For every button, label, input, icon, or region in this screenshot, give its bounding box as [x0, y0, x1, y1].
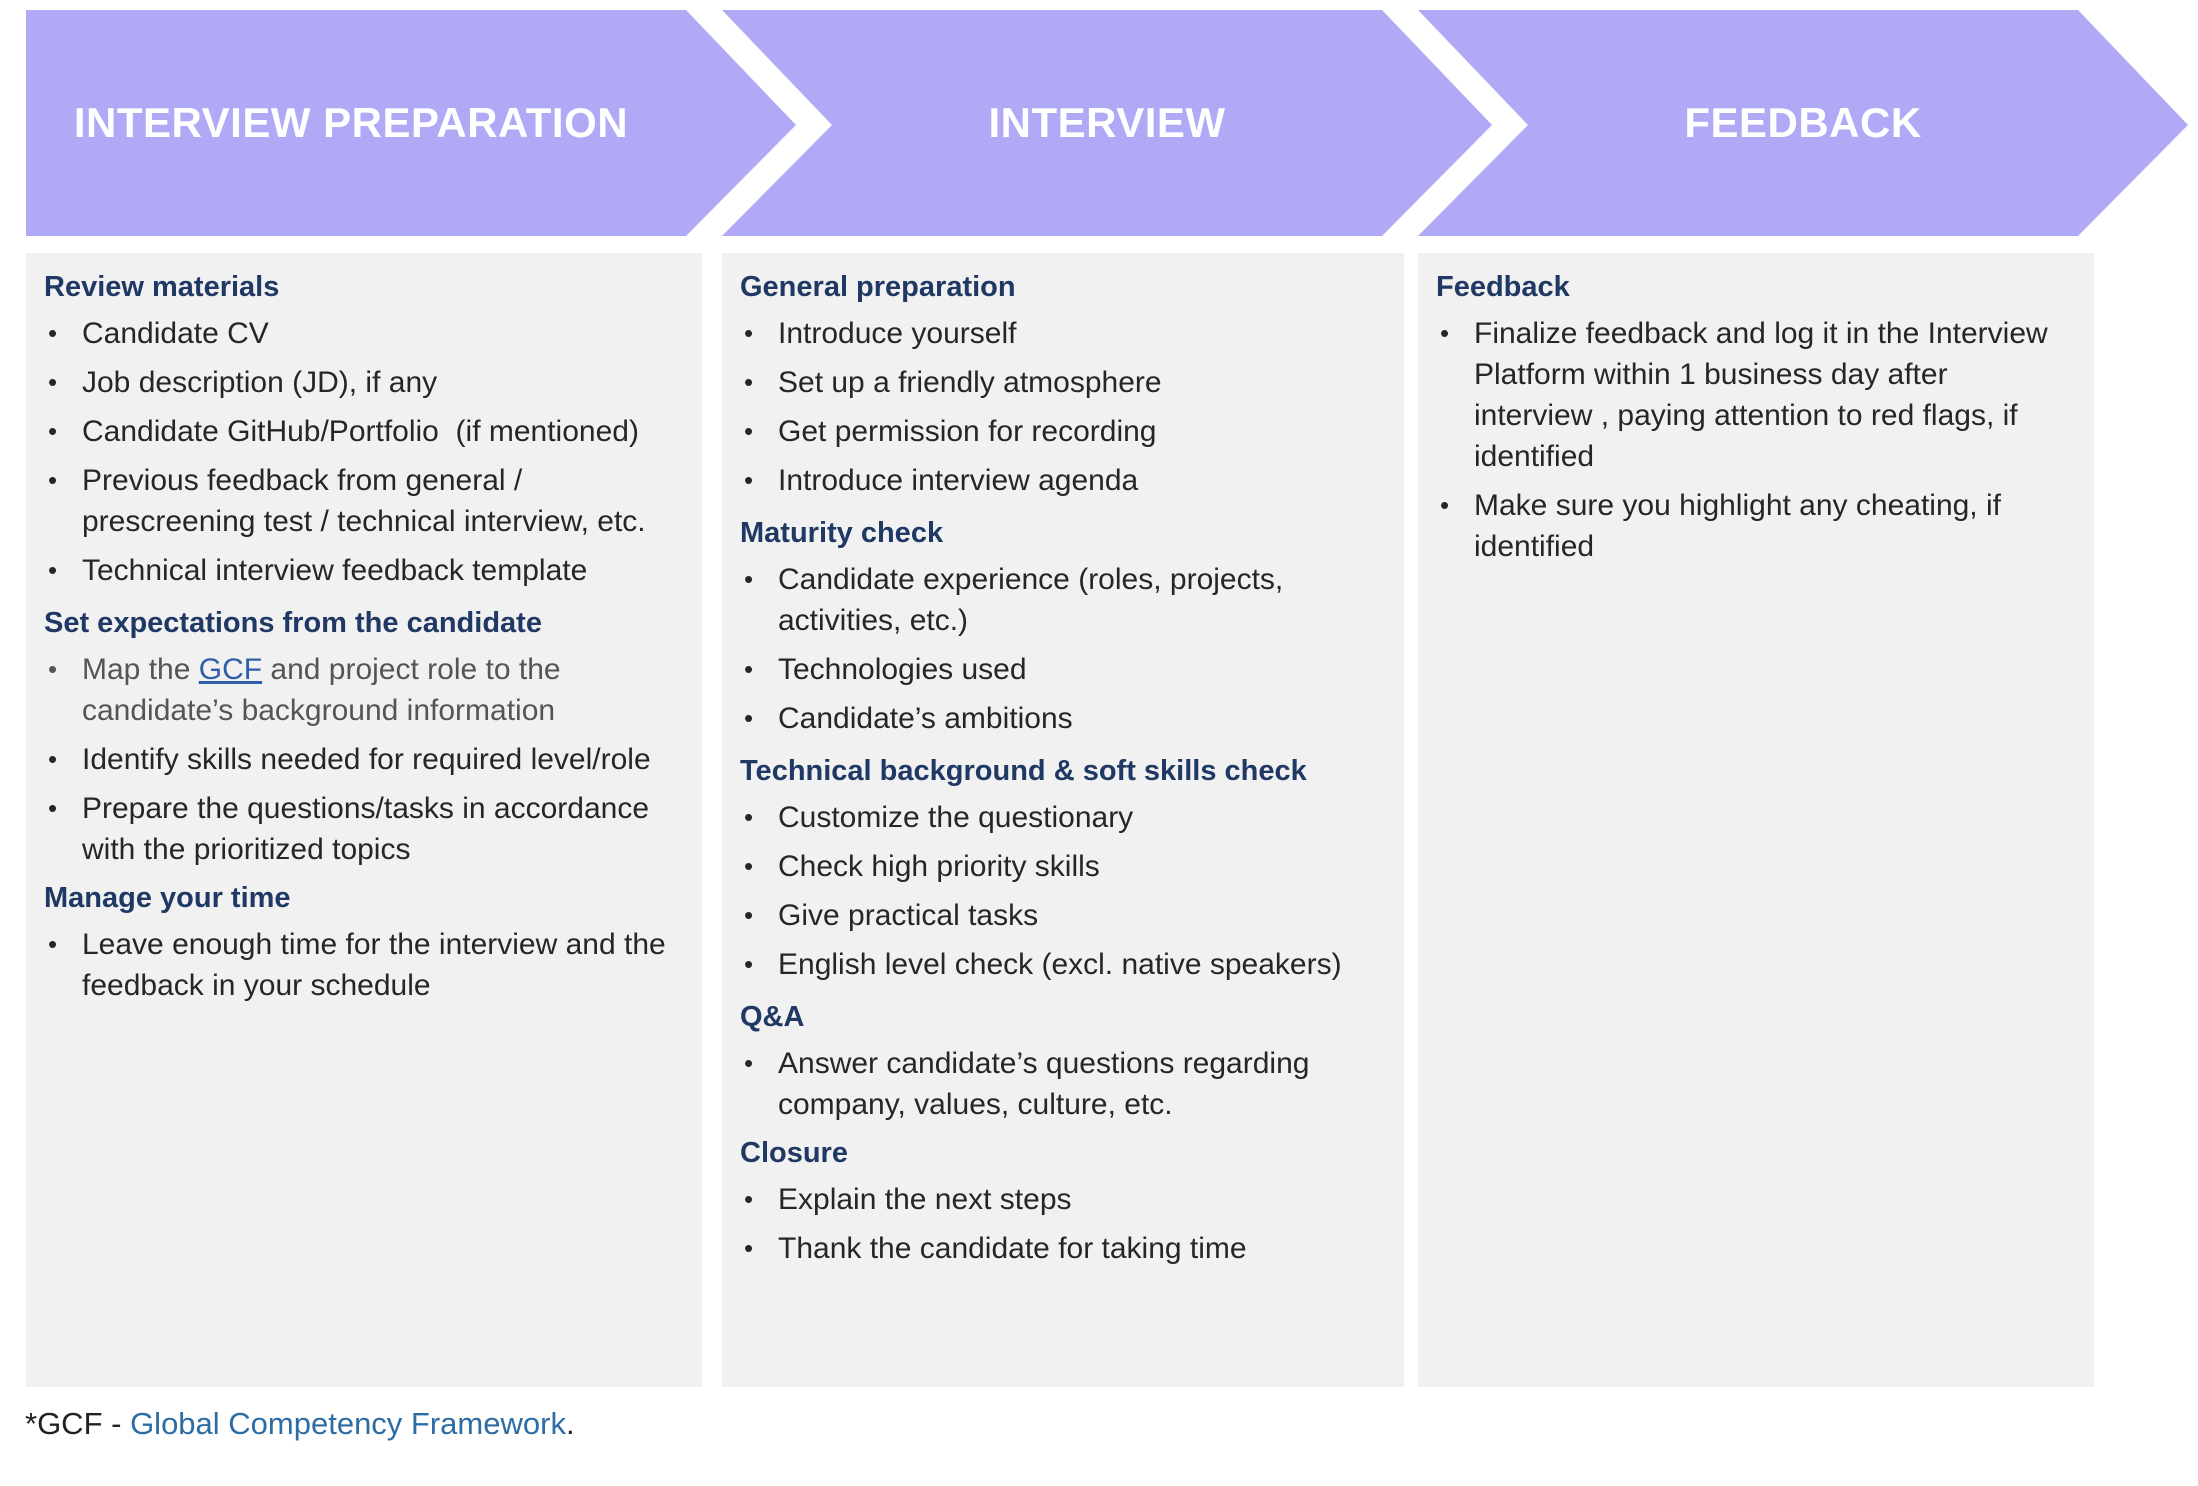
list-item: • Identify skills needed for required lev… — [48, 743, 651, 776]
column-feedback: Feedback • Finalize feedback and log it i… — [1418, 253, 2094, 1387]
stage-title-interview: INTERVIEW — [988, 99, 1226, 146]
list-item: • Customize the questionary — [744, 801, 1134, 834]
list-item: • Leave enough time for the interview and… — [48, 928, 666, 1002]
section-title-general-preparation: General preparation — [740, 271, 1016, 303]
section-title-feedback: Feedback — [1436, 271, 1570, 303]
chevron-stage-2 — [722, 10, 1492, 236]
list-item: • Finalize feedback and log it in the Int… — [1440, 317, 2048, 473]
list-item: • Thank the candidate for taking time — [744, 1232, 1247, 1265]
list-item: • Explain the next steps — [744, 1183, 1072, 1216]
global-competency-framework-link[interactable]: Global Competency Framework — [130, 1406, 566, 1441]
stage-title-preparation: INTERVIEW PREPARATION — [73, 99, 629, 146]
list-set-expectations: • Map the GCF and project role to the can… — [44, 649, 682, 870]
list-feedback: • Finalize feedback and log it in the Int… — [1436, 313, 2074, 567]
footnote: *GCF - Global Competency Framework. — [25, 1406, 575, 1441]
list-item: • Technical interview feedback template — [48, 554, 588, 587]
section-title-set-expectations: Set expectations from the candidate — [44, 607, 542, 639]
list-item: • Set up a friendly atmosphere — [744, 366, 1162, 399]
section-title-technical-background: Technical background & soft skills check — [740, 755, 1307, 787]
list-item: • English level check (excl. native speak… — [744, 948, 1342, 981]
list-manage-time: • Leave enough time for the interview and… — [44, 924, 682, 1006]
list-item: • Check high priority skills — [744, 850, 1100, 883]
list-qa: • Answer candidate’s questions regarding … — [740, 1043, 1384, 1125]
list-review-materials: • Candidate CV • Job description (JD), if … — [44, 313, 682, 591]
list-item: • Get permission for recording — [744, 415, 1157, 448]
list-item: • Answer candidate’s questions regarding … — [744, 1047, 1310, 1121]
list-general-preparation: • Introduce yourself • Set up a friendly a… — [740, 313, 1384, 501]
chevron-stage-3 — [1418, 10, 2188, 236]
list-item: • Job description (JD), if any — [48, 366, 438, 399]
column-interview: General preparation • Introduce yourself … — [722, 253, 1404, 1387]
section-title-manage-time: Manage your time — [44, 882, 291, 914]
list-item: • Previous feedback from general / prescr… — [48, 464, 646, 538]
list-maturity-check: • Candidate experience (roles, projects, … — [740, 559, 1384, 739]
column-preparation: Review materials • Candidate CV • Job desc… — [26, 253, 702, 1387]
list-closure: • Explain the next steps • Thank the candi… — [740, 1179, 1384, 1269]
list-item: • Introduce interview agenda — [744, 464, 1139, 497]
section-title-review-materials: Review materials — [44, 271, 280, 303]
list-item-map-gcf: • Map the GCF and project role to the can… — [48, 653, 561, 727]
list-item: • Give practical tasks — [744, 899, 1039, 932]
list-item: • Make sure you highlight any cheating, i… — [1440, 489, 2001, 563]
gcf-link[interactable]: GCF — [198, 653, 263, 686]
section-title-qa: Q&A — [740, 1001, 805, 1033]
section-title-closure: Closure — [740, 1137, 848, 1169]
stage-title-feedback: FEEDBACK — [1684, 99, 1922, 146]
list-item: • Technologies used — [744, 653, 1027, 686]
chevron-arrows — [26, 10, 2188, 236]
process-banner: INTERVIEW PREPARATION INTERVIEW FEEDBACK — [0, 0, 2198, 240]
list-item: • Candidate experience (roles, projects, … — [744, 563, 1284, 637]
chevron-stage-1 — [26, 10, 796, 236]
list-item: • Candidate CV — [48, 317, 269, 350]
list-item: • Introduce yourself — [744, 317, 1017, 350]
list-item: • Candidate’s ambitions — [744, 702, 1073, 735]
list-item: • Prepare the questions/tasks in accordan… — [48, 792, 649, 866]
section-title-maturity-check: Maturity check — [740, 517, 944, 549]
list-item: • Candidate GitHub/Portfolio (if mentione… — [48, 415, 639, 448]
list-technical-background: • Customize the questionary • Check high p… — [740, 797, 1384, 985]
